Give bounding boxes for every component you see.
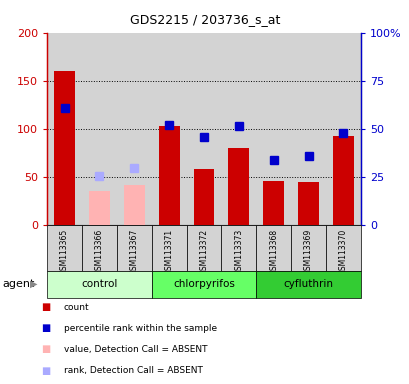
Text: GSM113365: GSM113365 (60, 229, 69, 275)
Text: GDS2215 / 203736_s_at: GDS2215 / 203736_s_at (130, 13, 279, 26)
Text: ■: ■ (41, 323, 50, 333)
Bar (124, 185, 144, 225)
Bar (117, 225, 151, 271)
Text: agent: agent (2, 279, 34, 289)
Bar (256, 33, 290, 225)
Bar (228, 148, 249, 225)
Text: ■: ■ (41, 302, 50, 312)
Text: GSM113367: GSM113367 (130, 229, 138, 275)
Text: chlorpyrifos: chlorpyrifos (173, 279, 234, 289)
Bar (82, 33, 117, 225)
Text: ▶: ▶ (30, 279, 37, 289)
Bar (193, 169, 214, 225)
Bar (297, 182, 318, 225)
Bar (221, 225, 256, 271)
Bar (89, 191, 110, 225)
Bar (47, 33, 82, 225)
Bar (256, 225, 290, 271)
Bar (117, 33, 151, 225)
Bar (325, 225, 360, 271)
Bar (47, 225, 82, 271)
Text: GSM113370: GSM113370 (338, 229, 347, 275)
Text: ■: ■ (41, 344, 50, 354)
Bar (151, 225, 186, 271)
Bar (325, 33, 360, 225)
Text: count: count (63, 303, 89, 312)
Bar (290, 225, 325, 271)
Text: rank, Detection Call = ABSENT: rank, Detection Call = ABSENT (63, 366, 202, 375)
Text: GSM113369: GSM113369 (303, 229, 312, 275)
Bar (47, 271, 151, 298)
Text: GSM113373: GSM113373 (234, 229, 243, 275)
Text: percentile rank within the sample: percentile rank within the sample (63, 324, 216, 333)
Bar (151, 33, 186, 225)
Bar (221, 33, 256, 225)
Bar (186, 225, 221, 271)
Text: control: control (81, 279, 117, 289)
Text: cyfluthrin: cyfluthrin (283, 279, 333, 289)
Text: ■: ■ (41, 366, 50, 376)
Text: GSM113371: GSM113371 (164, 229, 173, 275)
Text: GSM113366: GSM113366 (95, 229, 103, 275)
Bar (332, 136, 353, 225)
Bar (256, 271, 360, 298)
Text: GSM113368: GSM113368 (269, 229, 277, 275)
Text: GSM113372: GSM113372 (199, 229, 208, 275)
Bar (290, 33, 325, 225)
Bar (54, 71, 75, 225)
Bar (186, 33, 221, 225)
Text: value, Detection Call = ABSENT: value, Detection Call = ABSENT (63, 345, 207, 354)
Bar (151, 271, 256, 298)
Bar (263, 182, 283, 225)
Bar (82, 225, 117, 271)
Bar (158, 126, 179, 225)
